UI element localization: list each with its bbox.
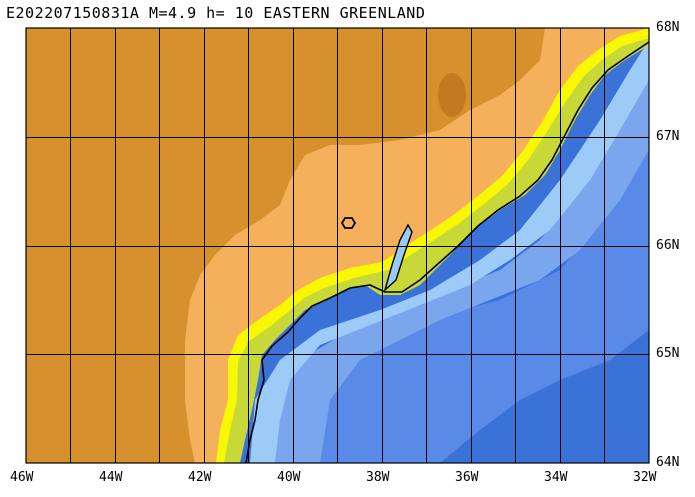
lat-label-68n: 68N: [656, 20, 680, 35]
lat-label-66n: 66N: [656, 238, 680, 253]
lon-label-36w: 36W: [455, 470, 479, 485]
fjord: [383, 223, 413, 293]
ice-dome: [438, 73, 466, 117]
lat-label-67n: 67N: [656, 129, 680, 144]
lon-label-42w: 42W: [188, 470, 212, 485]
coastal-lowland: [222, 35, 649, 463]
lat-label-65n: 65N: [656, 346, 680, 361]
lon-label-44w: 44W: [99, 470, 123, 485]
coast-fringe: [216, 28, 649, 463]
map-frame: [25, 27, 650, 464]
epicenter-marker: [340, 217, 357, 229]
deep-sea-region: [300, 150, 649, 463]
lon-label-46w: 46W: [10, 470, 34, 485]
sea-region: [260, 60, 649, 463]
map-title: E202207150831A M=4.9 h= 10 EASTERN GREEN…: [6, 4, 426, 22]
graticule: [26, 28, 649, 463]
coastline: [245, 41, 649, 463]
lon-label-38w: 38W: [366, 470, 390, 485]
lat-label-64n: 64N: [656, 455, 680, 470]
lon-label-32w: 32W: [633, 470, 657, 485]
lon-label-34w: 34W: [544, 470, 568, 485]
lon-label-40w: 40W: [277, 470, 301, 485]
